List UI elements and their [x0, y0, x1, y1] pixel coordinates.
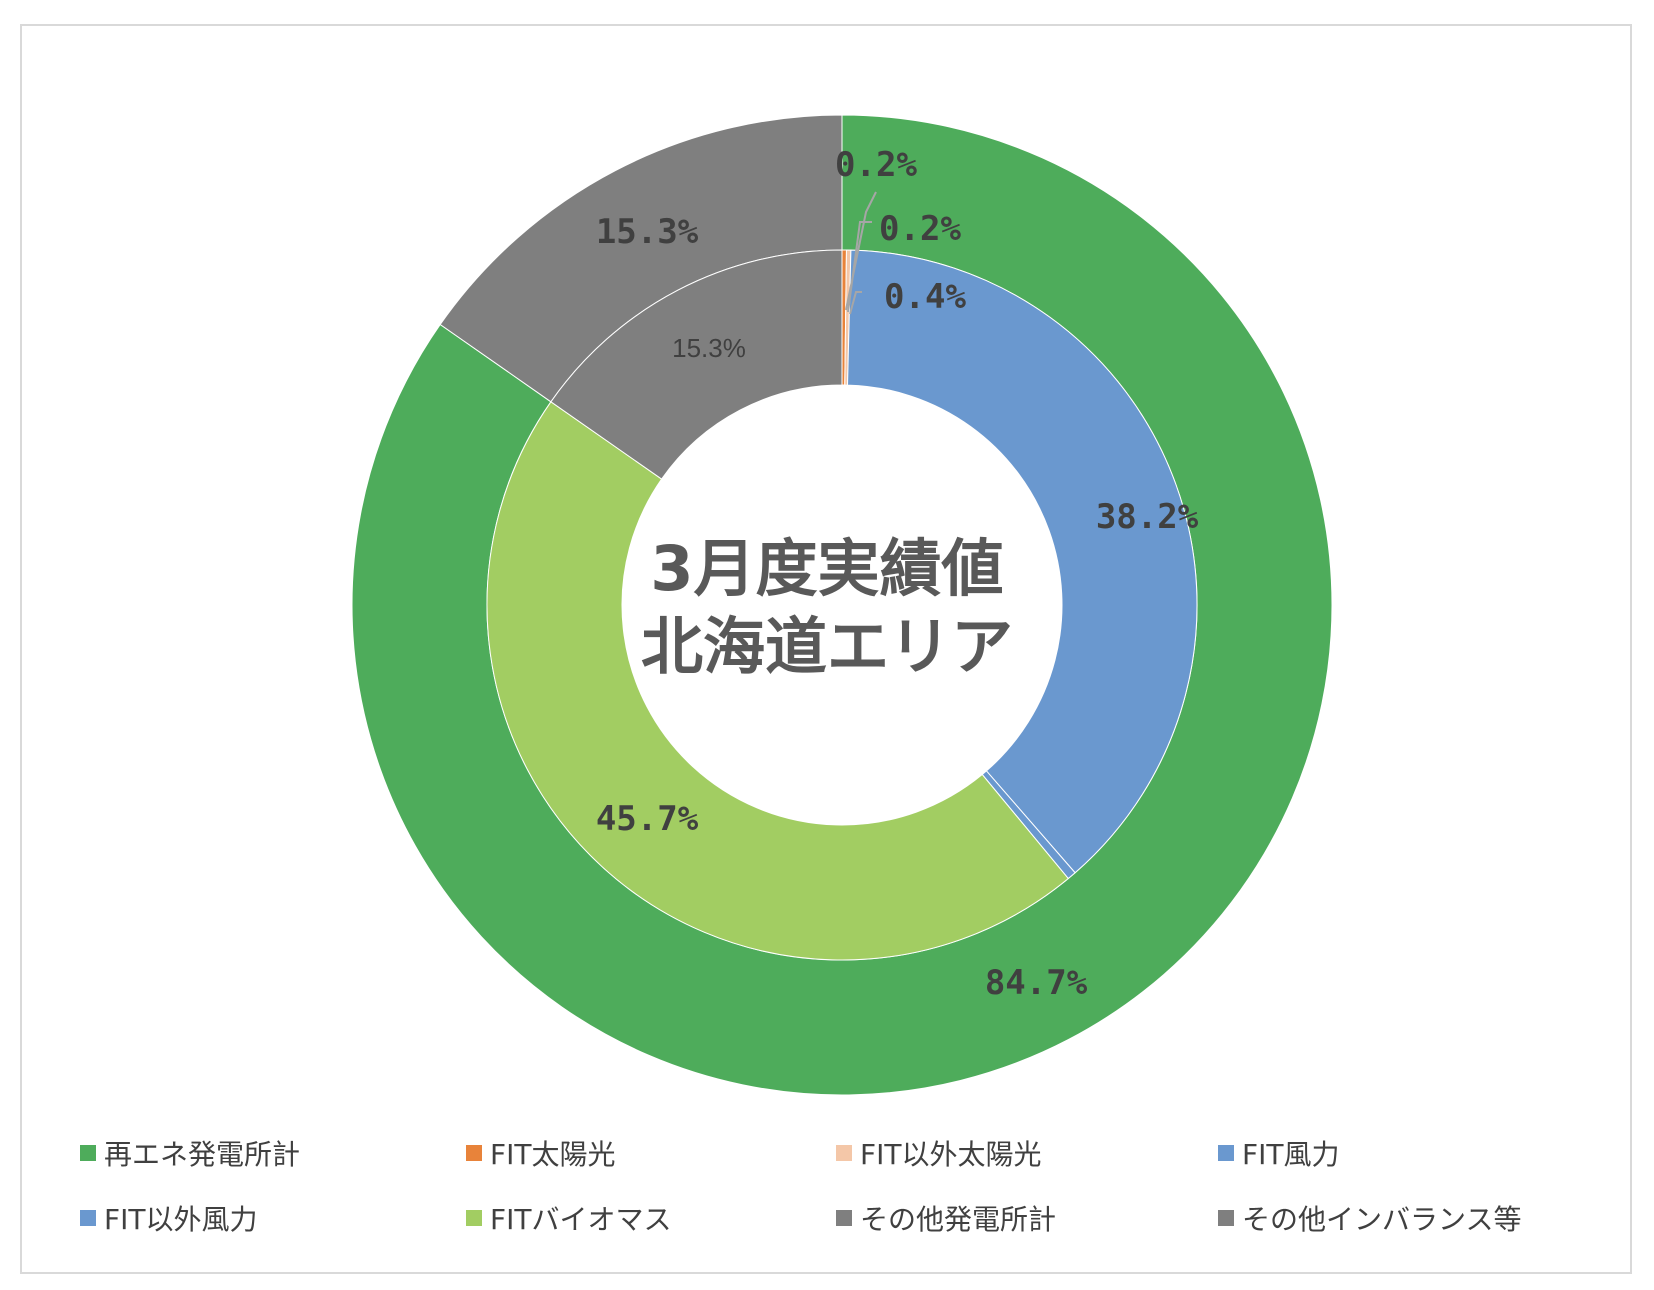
- leader-line-1: [847, 221, 872, 313]
- legend-swatch: [836, 1145, 852, 1161]
- legend-swatch: [1218, 1145, 1234, 1161]
- legend-item: FIT以外太陽光: [836, 1133, 1041, 1173]
- inner-label-4: 45.7%: [596, 799, 699, 839]
- legend-label: その他インバランス等: [1242, 1203, 1522, 1236]
- inner-ring-slice-4: [486, 401, 1069, 961]
- chart-title-line-2: 北海道エリア: [641, 610, 1013, 683]
- inner-label-5: 15.3%: [672, 333, 746, 363]
- legend-label: FIT以外風力: [104, 1203, 258, 1236]
- legend-label: FIT風力: [1242, 1138, 1340, 1171]
- legend-swatch: [836, 1210, 852, 1226]
- inner-label-1: 0.2%: [879, 209, 961, 249]
- legend-label: FIT以外太陽光: [860, 1138, 1042, 1171]
- leader-line-2: [849, 291, 862, 315]
- legend-item: その他発電所計: [836, 1198, 1056, 1238]
- inner-label-2: 38.2%: [1096, 497, 1199, 537]
- legend-label: FIT太陽光: [490, 1138, 616, 1171]
- outer-label-1: 15.3%: [596, 212, 699, 252]
- inner-ring: [486, 249, 1198, 961]
- chart-title-line-1: 3月度実績値: [650, 532, 1003, 605]
- inner-label-0: 0.2%: [835, 145, 917, 185]
- outer-label-0: 84.7%: [985, 963, 1088, 1003]
- chart-legend: 再エネ発電所計 FIT太陽光 FIT以外太陽光 FIT風力 FIT以外風力 FITバイオマ…: [80, 1133, 1580, 1263]
- legend-item: FIT以外風力: [80, 1198, 257, 1238]
- legend-swatch: [466, 1210, 482, 1226]
- inner-ring-slice-2: [847, 249, 1198, 874]
- legend-swatch: [466, 1145, 482, 1161]
- legend-item: FITバイオマス: [466, 1198, 671, 1238]
- legend-item: FIT風力: [1218, 1133, 1339, 1173]
- data-labels: 84.7% 15.3% 0.2% 0.2% 38.2% 0.4% 45.7% 15.3%: [596, 145, 1199, 1003]
- legend-item: 再エネ発電所計: [80, 1133, 300, 1173]
- legend-label: その他発電所計: [860, 1203, 1057, 1236]
- inner-label-3: 0.4%: [884, 277, 966, 317]
- legend-item: その他インバランス等: [1218, 1198, 1521, 1238]
- legend-label: FITバイオマス: [490, 1203, 672, 1236]
- legend-label: 再エネ発電所計: [104, 1138, 301, 1171]
- legend-swatch: [80, 1210, 96, 1226]
- leader-lines: [845, 191, 877, 315]
- legend-swatch: [80, 1145, 96, 1161]
- inner-ring-slice-5: [550, 249, 843, 480]
- legend-item: FIT太陽光: [466, 1133, 615, 1173]
- legend-swatch: [1218, 1210, 1234, 1226]
